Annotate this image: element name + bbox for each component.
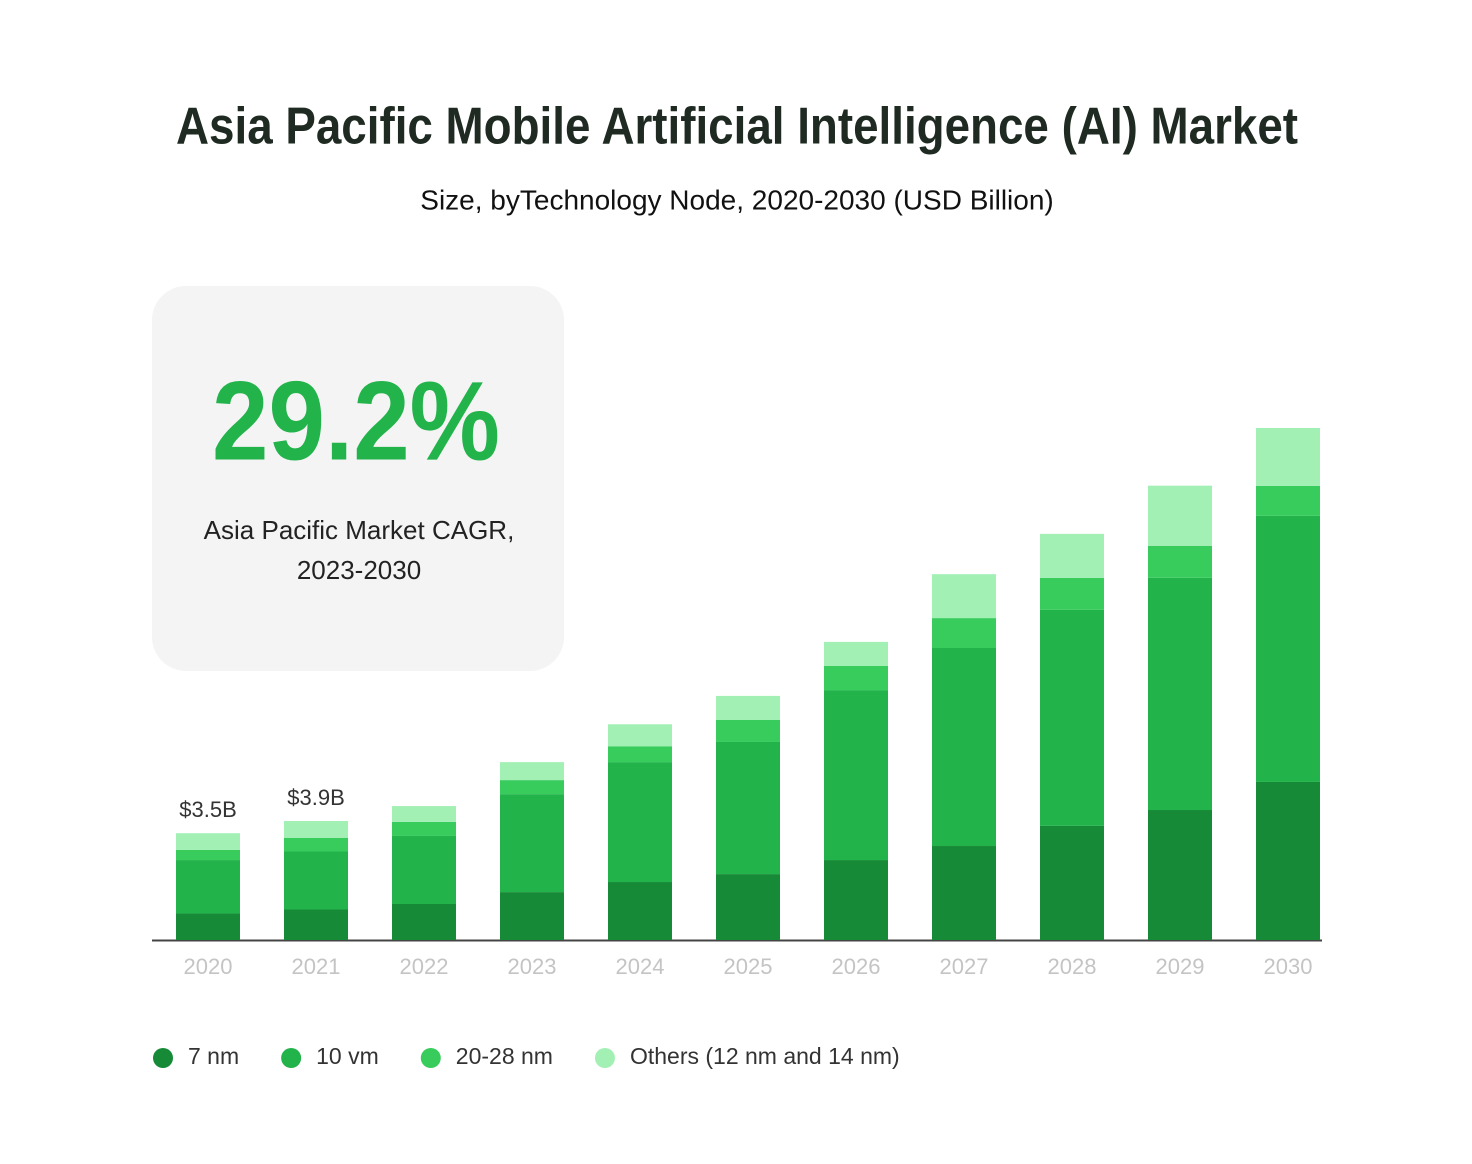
- bar-segment: [932, 574, 996, 619]
- bar-segment: [176, 833, 240, 850]
- bar-segment: [1148, 810, 1212, 940]
- callout-box: [152, 286, 564, 671]
- bar-segment: [176, 913, 240, 940]
- bar-segment: [1256, 781, 1320, 940]
- x-tick-label: 2026: [832, 954, 881, 979]
- x-tick-label: 2027: [940, 954, 989, 979]
- x-tick-label: 2022: [400, 954, 449, 979]
- x-tick-label: 2023: [508, 954, 557, 979]
- bar-segment: [392, 806, 456, 822]
- bar-segment: [392, 821, 456, 836]
- legend-label: 20-28 nm: [456, 1043, 553, 1069]
- chart-title: Asia Pacific Mobile Artificial Intellige…: [176, 98, 1298, 156]
- x-tick-label: 2024: [616, 954, 665, 979]
- bar-segment: [500, 780, 564, 795]
- x-tick-label: 2030: [1264, 954, 1313, 979]
- bar-segment: [1148, 485, 1212, 546]
- bar-segment: [932, 846, 996, 940]
- legend-marker: [594, 1048, 615, 1068]
- bar-segment: [392, 903, 456, 940]
- bar-segment: [500, 892, 564, 940]
- bar-segment: [284, 909, 348, 940]
- x-tick-label: 2025: [724, 954, 773, 979]
- bar-segment: [824, 665, 888, 691]
- bar-segment: [608, 724, 672, 747]
- x-tick-label: 2021: [292, 954, 341, 979]
- legend-label: Others (12 nm and 14 nm): [630, 1043, 900, 1069]
- bar-segment: [716, 874, 780, 940]
- bar-segment: [1040, 825, 1104, 940]
- bar-segment: [1256, 428, 1320, 486]
- bar-segment: [716, 741, 780, 875]
- bar-segment: [284, 821, 348, 838]
- bar-segment: [1148, 577, 1212, 811]
- bar-segment: [824, 860, 888, 940]
- callout-caption: Asia Pacific Market CAGR,: [204, 515, 515, 545]
- bar-segment: [1256, 485, 1320, 516]
- bar-segment: [500, 794, 564, 893]
- bar-segment: [824, 690, 888, 861]
- bar-segment: [608, 882, 672, 940]
- bar-segment: [176, 849, 240, 861]
- bar-segment: [1256, 515, 1320, 782]
- bar-segment: [824, 641, 888, 666]
- callout-caption: 2023-2030: [297, 555, 421, 585]
- bar-segment: [608, 746, 672, 763]
- legend-marker: [153, 1048, 173, 1068]
- chart-subtitle: Size, byTechnology Node, 2020-2030 (USD …: [420, 184, 1053, 215]
- bar-segment: [932, 647, 996, 847]
- legend-marker: [281, 1048, 302, 1068]
- legend-label: 10 vm: [316, 1043, 379, 1069]
- bar-segment: [1040, 609, 1104, 826]
- bar-segment: [1148, 545, 1212, 578]
- bar-segment: [1040, 533, 1104, 578]
- x-tick-label: 2029: [1156, 954, 1205, 979]
- x-tick-label: 2028: [1048, 954, 1097, 979]
- bar-segment: [176, 860, 240, 914]
- bar-segment: [932, 618, 996, 648]
- legend-marker: [420, 1048, 441, 1068]
- bar-segment: [392, 835, 456, 904]
- legend-label: 7 nm: [188, 1043, 239, 1069]
- value-label: $3.5B: [179, 797, 237, 822]
- bar-segment: [284, 851, 348, 910]
- bar-segment: [1040, 577, 1104, 610]
- value-label: $3.9B: [287, 785, 345, 810]
- bar-segment: [716, 720, 780, 742]
- bar-segment: [284, 837, 348, 852]
- x-tick-label: 2020: [184, 954, 233, 979]
- bar-segment: [500, 762, 564, 781]
- bar-segment: [716, 695, 780, 721]
- bar-segment: [608, 762, 672, 883]
- callout-value: 29.2%: [212, 359, 500, 484]
